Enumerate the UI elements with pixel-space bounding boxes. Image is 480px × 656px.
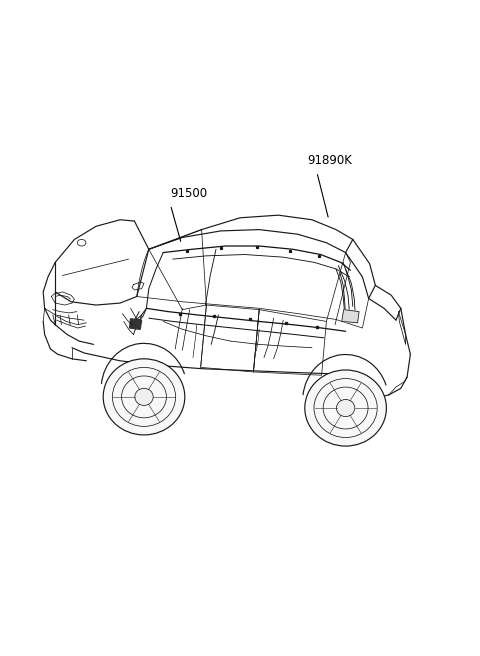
- Ellipse shape: [112, 367, 176, 426]
- Ellipse shape: [314, 379, 377, 438]
- Text: 91890K: 91890K: [307, 154, 352, 167]
- Ellipse shape: [103, 359, 185, 435]
- Ellipse shape: [121, 376, 167, 418]
- Polygon shape: [342, 310, 359, 323]
- Ellipse shape: [305, 370, 386, 446]
- Ellipse shape: [323, 387, 368, 429]
- Ellipse shape: [336, 400, 355, 417]
- Ellipse shape: [135, 388, 153, 405]
- Ellipse shape: [77, 239, 86, 246]
- Text: 91500: 91500: [170, 187, 207, 200]
- Polygon shape: [130, 319, 142, 329]
